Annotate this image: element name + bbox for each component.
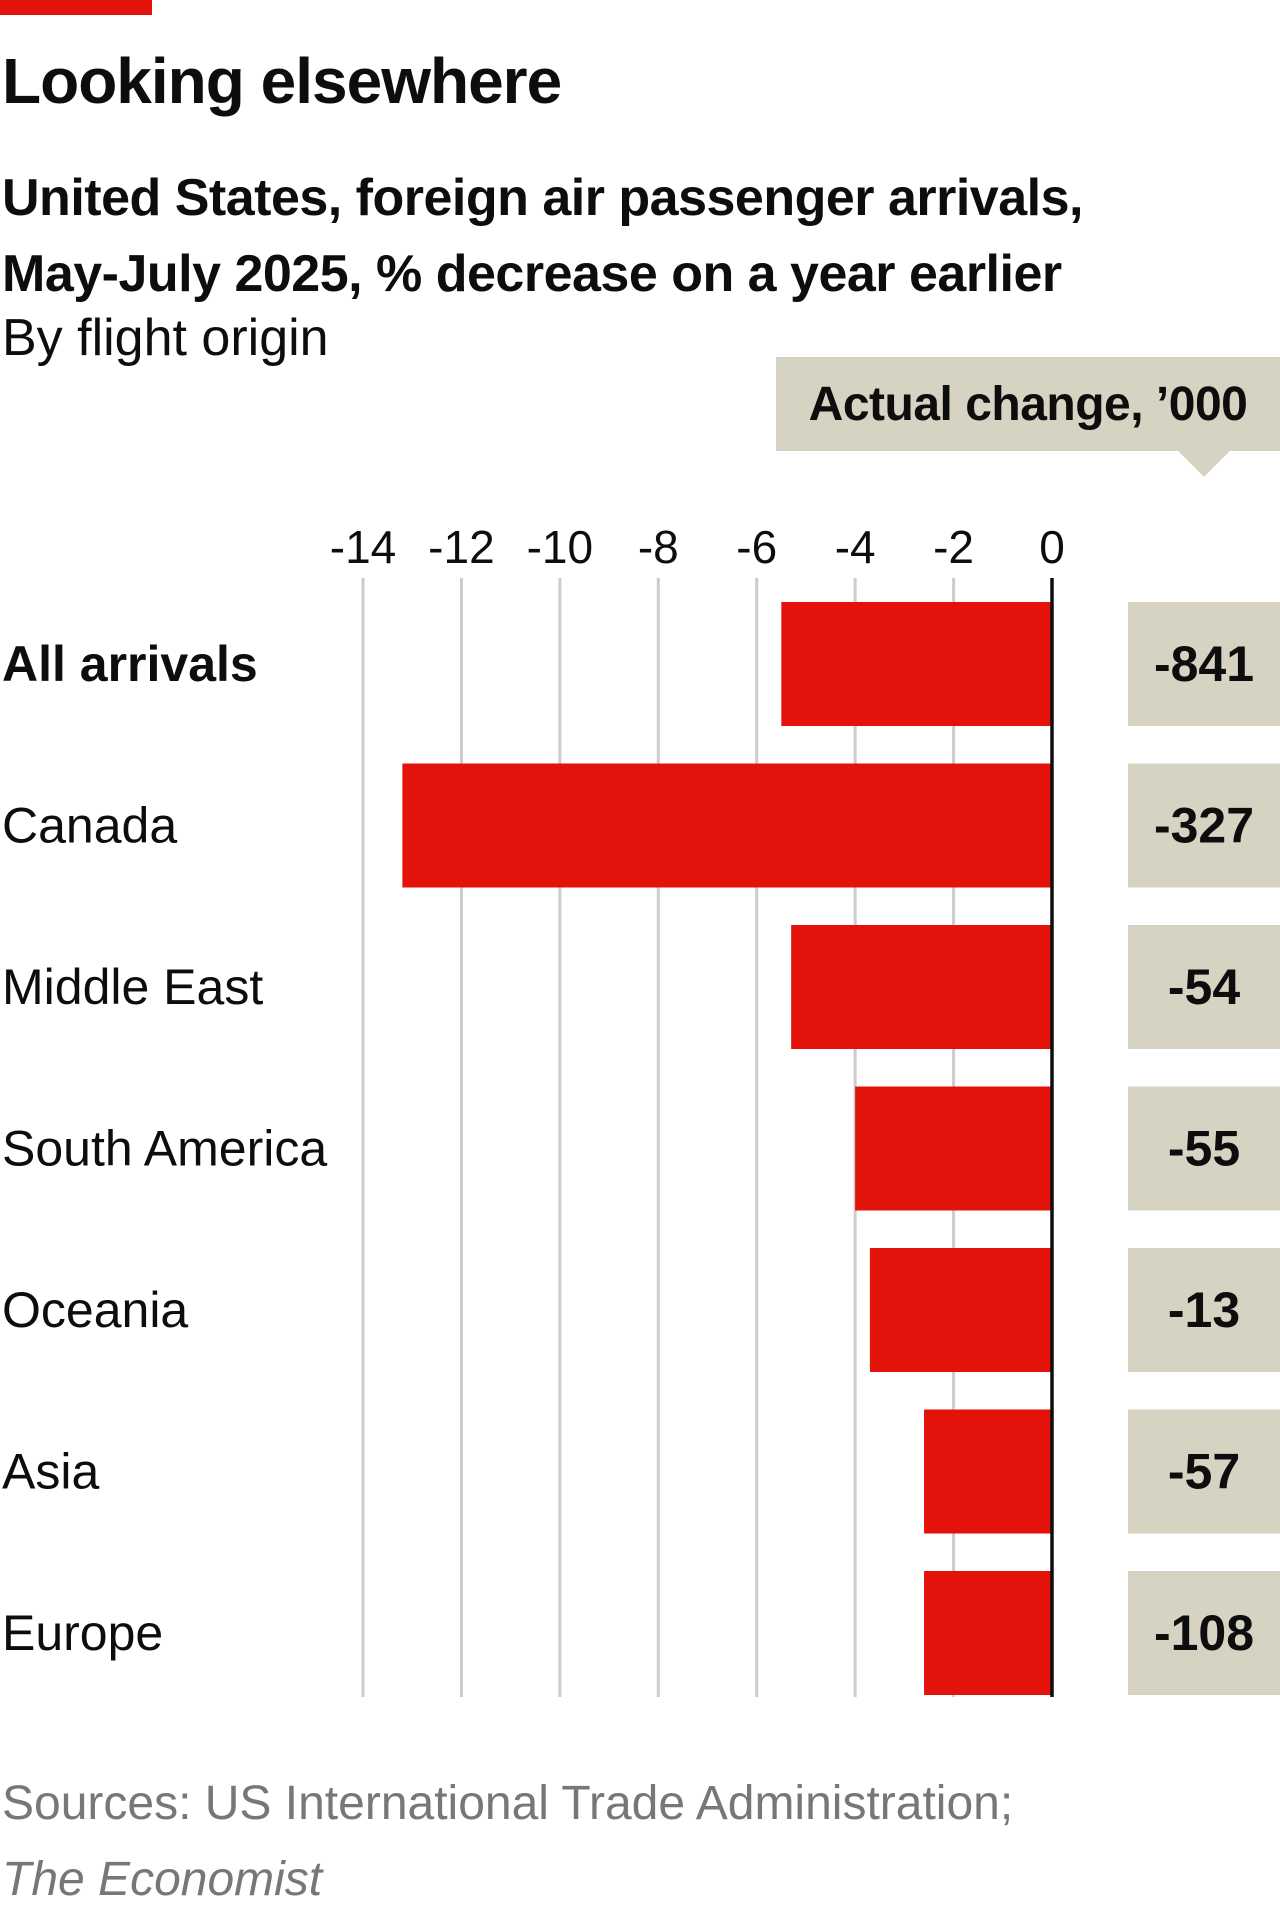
category-label: Canada [2,798,177,854]
bar [781,602,1052,726]
source-line-2: The Economist [2,1853,323,1906]
chart-subtitle-line-2: May-July 2025, % decrease on a year earl… [2,245,1062,303]
actual-change-value: -55 [1168,1121,1240,1177]
actual-change-box [1128,925,1280,1049]
actual-change-box [1128,763,1280,888]
actual-change-value: -57 [1168,1444,1240,1500]
category-label: Middle East [2,959,263,1015]
actual-change-header: Actual change, ’000 [776,357,1280,451]
category-label: Europe [2,1605,163,1661]
actual-change-box [1128,1086,1280,1211]
actual-change-box [1128,1248,1280,1372]
source-line-1: Sources: US International Trade Administ… [2,1777,1014,1830]
actual-change-box [1128,602,1280,726]
category-label: Asia [2,1444,99,1500]
chart-title: Looking elsewhere [2,45,562,117]
bar [924,1571,1052,1695]
actual-change-value: -327 [1154,798,1254,854]
bar [855,1086,1052,1211]
x-tick-label: -10 [527,521,593,573]
actual-change-value: -13 [1168,1282,1240,1338]
category-label: South America [2,1121,327,1177]
bar [402,763,1052,888]
category-labels: All arrivals Canada Middle East South Ameri… [2,636,327,1661]
bar [869,1248,1052,1372]
bars [402,602,1052,1695]
bar [924,1409,1052,1534]
category-label: All arrivals [2,636,258,692]
x-tick-label: 0 [1039,521,1065,573]
x-tick-labels: -14 -12 -10 -8 -6 -4 -2 0 [330,521,1065,573]
actual-change-header-pointer [1178,451,1230,477]
actual-change-values: -841 -327 -54 -55 -13 -57 -108 [1050,578,1280,1697]
x-tick-label: -14 [330,521,396,573]
x-tick-label: -12 [428,521,494,573]
bar-chart: -14 -12 -10 -8 -6 -4 -2 0 All arrivals Canada Mid… [2,521,1280,1697]
actual-change-box [1128,1409,1280,1534]
chart-description: By flight origin [2,309,329,367]
chart-subtitle-line-1: United States, foreign air passenger arr… [2,169,1083,227]
x-tick-label: -2 [933,521,974,573]
actual-change-value: -841 [1154,636,1254,692]
actual-change-value: -54 [1168,959,1240,1015]
source-note: Sources: US International Trade Administ… [2,1766,1013,1918]
chart-subtitle: United States, foreign air passenger arr… [2,160,1182,312]
x-tick-label: -4 [835,521,876,573]
x-tick-label: -6 [736,521,777,573]
category-label: Oceania [2,1282,188,1338]
actual-change-box [1128,1571,1280,1695]
x-tick-label: -8 [638,521,679,573]
bar [791,925,1052,1049]
actual-change-value: -108 [1154,1605,1254,1661]
top-accent-rule [0,0,152,15]
